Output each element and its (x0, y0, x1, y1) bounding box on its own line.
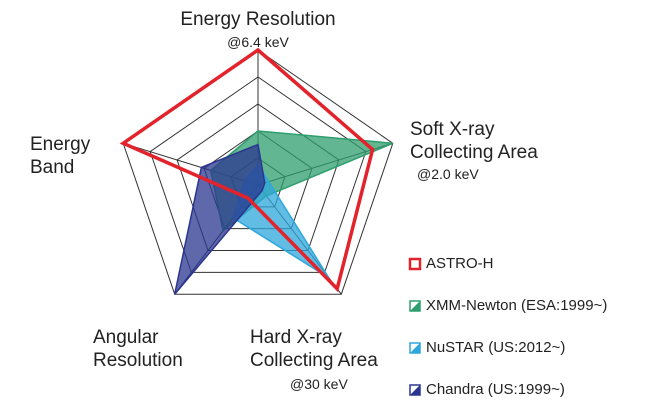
axis-label: Hard X-ray Collecting Area (250, 327, 378, 371)
axis-note: @6.4 keV (227, 34, 289, 50)
legend-swatch-fill (410, 301, 420, 311)
axis-note: @30 keV (290, 376, 348, 392)
series-area (119, 47, 375, 293)
axis-note: @2.0 keV (417, 166, 479, 182)
axis-label: Soft X-ray Collecting Area (410, 119, 538, 163)
legend-label: ASTRO-H (426, 255, 494, 272)
series-area (173, 143, 266, 295)
axis-label: Energy Band (30, 134, 91, 178)
legend-label: XMM-Newton (ESA:1999~) (426, 297, 608, 314)
legend-label: Chandra (US:1999~) (426, 381, 565, 398)
legend-swatch-fill (410, 343, 420, 353)
legend-swatch-fill (410, 385, 420, 395)
axis-label: Energy Resolution (180, 9, 336, 30)
axis-label: Angular Resolution (93, 327, 183, 371)
legend-swatch (408, 257, 422, 271)
legend-label: NuSTAR (US:2012~) (426, 339, 566, 356)
